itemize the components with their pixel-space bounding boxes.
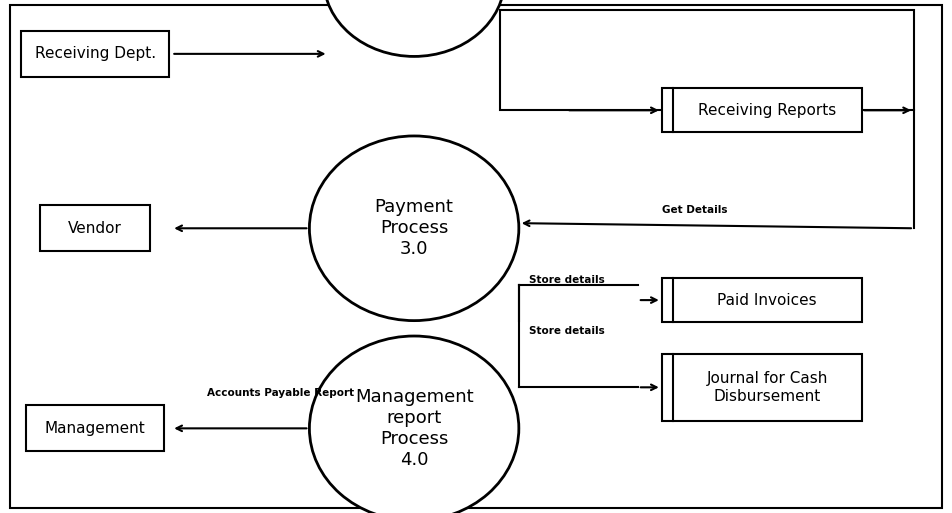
Text: Vendor: Vendor xyxy=(69,221,122,236)
Text: Journal for Cash
Disbursement: Journal for Cash Disbursement xyxy=(706,371,828,404)
Ellipse shape xyxy=(309,336,519,513)
FancyBboxPatch shape xyxy=(27,405,164,451)
Text: Store details: Store details xyxy=(528,326,605,336)
Text: Management
report
Process
4.0: Management report Process 4.0 xyxy=(355,388,473,468)
Text: Management: Management xyxy=(45,421,146,436)
Text: Receiving Dept.: Receiving Dept. xyxy=(34,46,156,62)
Text: Get Details: Get Details xyxy=(663,206,727,215)
Text: Receiving Reports: Receiving Reports xyxy=(698,103,837,118)
FancyBboxPatch shape xyxy=(662,354,862,421)
FancyBboxPatch shape xyxy=(40,205,150,251)
Text: Paid Invoices: Paid Invoices xyxy=(718,292,817,308)
FancyBboxPatch shape xyxy=(662,278,862,322)
Ellipse shape xyxy=(324,0,505,56)
FancyBboxPatch shape xyxy=(500,10,914,110)
Text: Accounts Payable Report: Accounts Payable Report xyxy=(208,388,354,398)
Ellipse shape xyxy=(309,136,519,321)
FancyBboxPatch shape xyxy=(22,31,169,77)
Text: Payment
Process
3.0: Payment Process 3.0 xyxy=(375,199,453,258)
Text: Store details: Store details xyxy=(528,275,605,285)
FancyBboxPatch shape xyxy=(662,89,862,132)
